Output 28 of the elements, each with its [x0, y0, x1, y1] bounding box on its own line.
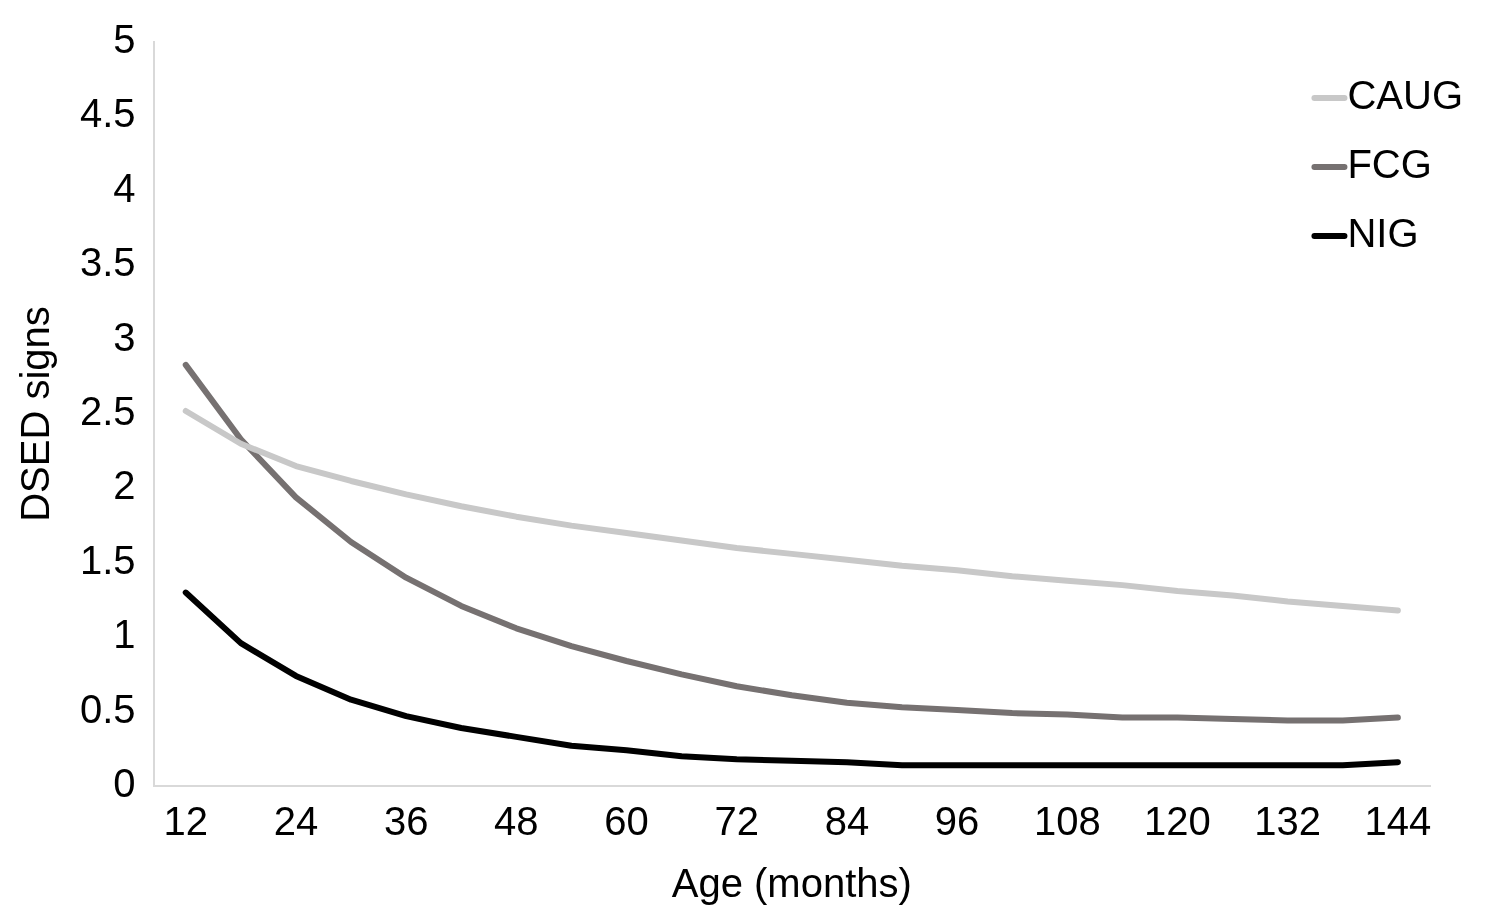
y-tick-label: 0.5: [80, 686, 136, 731]
x-tick-label: 84: [824, 799, 870, 844]
legend-label: FCG: [1347, 142, 1432, 187]
x-tick-label: 72: [714, 799, 759, 844]
x-tick-label: 24: [273, 799, 319, 844]
y-tick-label: 2.5: [80, 389, 136, 434]
y-tick-label: 4: [113, 165, 136, 210]
x-tick-label: 36: [383, 799, 429, 844]
y-tick-label: 1: [113, 612, 136, 657]
x-tick-label: 96: [934, 799, 980, 844]
x-tick-label: 108: [1033, 799, 1101, 844]
y-tick-label: 5: [113, 17, 136, 62]
y-tick-label: 3: [113, 314, 136, 359]
y-tick-label: 2: [113, 463, 136, 508]
legend-label: CAUG: [1347, 73, 1464, 118]
y-tick-label: 1.5: [80, 537, 136, 582]
y-axis-title: DSED signs: [13, 306, 58, 522]
y-tick-label: 0: [113, 761, 136, 806]
y-tick-label: 4.5: [80, 91, 136, 136]
x-tick-label: 132: [1254, 799, 1322, 844]
x-tick-label: 120: [1144, 799, 1211, 844]
x-tick-label: 60: [604, 799, 649, 844]
legend-label: NIG: [1347, 211, 1419, 256]
x-tick-label: 48: [494, 799, 539, 844]
x-tick-label: 12: [163, 799, 208, 844]
x-tick-label: 144: [1364, 799, 1432, 844]
x-axis-title: Age (months): [671, 861, 912, 906]
y-tick-label: 3.5: [80, 240, 136, 285]
